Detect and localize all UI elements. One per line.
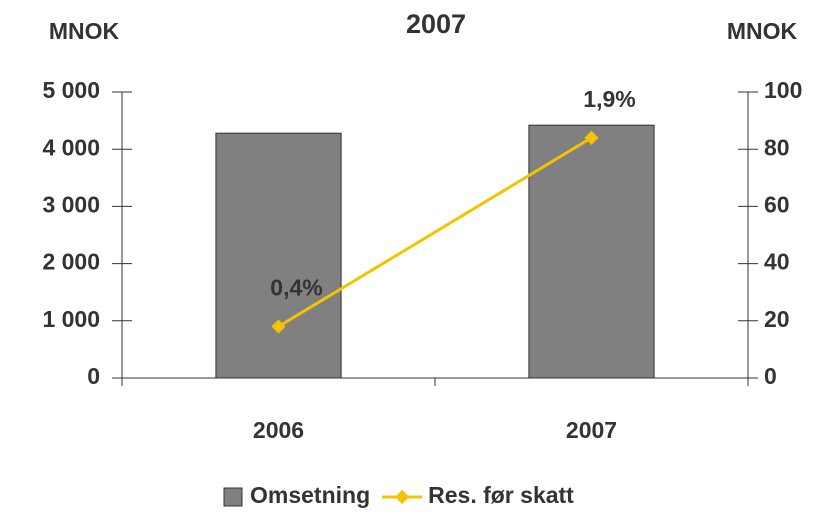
y-tick-label: 4 000 bbox=[42, 134, 100, 160]
legend-label: Omsetning bbox=[250, 482, 370, 508]
chart-title: 2007 bbox=[406, 9, 466, 39]
x-tick-label: 2007 bbox=[566, 417, 617, 443]
line-marker bbox=[584, 130, 599, 145]
y-tick-label: 5 000 bbox=[42, 77, 100, 103]
annotation: 0,4% bbox=[270, 275, 322, 301]
line bbox=[277, 136, 593, 328]
bar bbox=[528, 124, 655, 379]
y-axis-label: MNOK bbox=[49, 18, 120, 44]
y2-tick-label: 100 bbox=[764, 77, 802, 103]
y2-tick-label: 80 bbox=[764, 134, 790, 160]
x-tick-label: 2006 bbox=[253, 417, 304, 443]
y-tick-label: 1 000 bbox=[42, 306, 100, 332]
legend-swatch bbox=[223, 487, 243, 507]
legend-label: Res. før skatt bbox=[428, 482, 574, 508]
bar bbox=[215, 132, 342, 379]
y2-axis-label: MNOK bbox=[727, 18, 798, 44]
y-tick-label: 2 000 bbox=[42, 249, 100, 275]
y-tick-label: 3 000 bbox=[42, 191, 100, 217]
y2-tick-label: 40 bbox=[764, 249, 790, 275]
y-tick-label: 0 bbox=[87, 363, 100, 389]
annotation: 1,9% bbox=[583, 86, 635, 112]
legend-marker bbox=[395, 489, 410, 505]
y2-tick-label: 60 bbox=[764, 191, 790, 217]
y2-tick-label: 20 bbox=[764, 306, 790, 332]
y2-tick-label: 0 bbox=[764, 363, 777, 389]
line-marker bbox=[271, 319, 286, 334]
